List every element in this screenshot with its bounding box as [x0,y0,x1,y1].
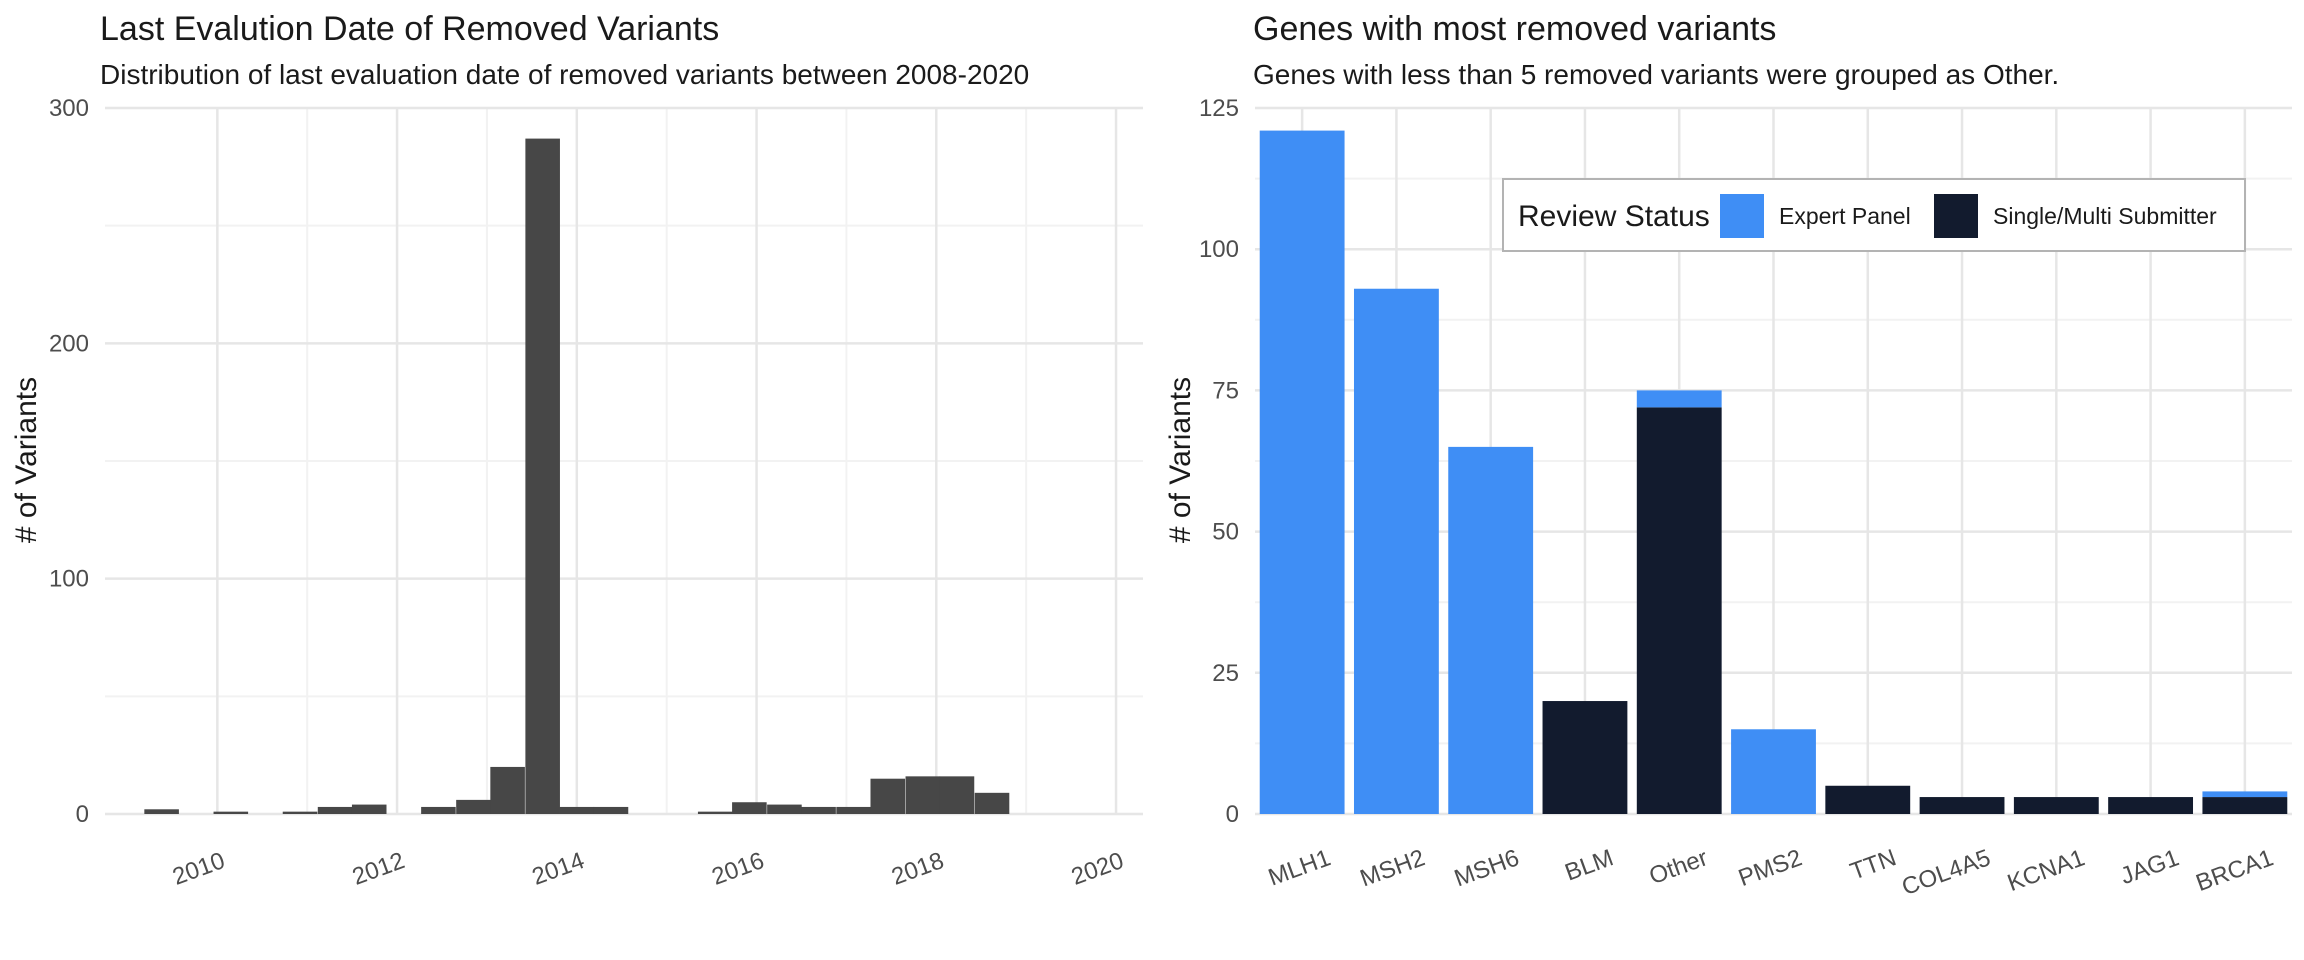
chart2-title: Genes with most removed variants [1253,10,1776,48]
chart2-bars [1259,130,2288,815]
chart2-y-tick-label: 75 [1212,377,1239,404]
bar-ttn-single-multi-submitter [1825,785,1911,814]
legend-label-expert-panel: Expert Panel [1779,203,1911,229]
histogram-bar [593,806,629,814]
bar-col4a5-single-multi-submitter [1919,797,2005,814]
chart2-y-ticks: 0 25 50 75 100 125 [1199,95,1239,828]
bar-kcna1-single-multi-submitter [2013,797,2099,814]
chart2-y-axis-label: # of Variants [1164,377,1197,543]
bar-brca1-expert-panel [2202,791,2288,798]
histogram-bar [905,776,941,814]
chart1-y-tick-label: 100 [49,566,89,593]
chart1-x-tick-label: 2010 [169,847,228,891]
chart2-x-tick-label: COL4A5 [1898,844,1994,901]
chart1-bars [144,138,1010,815]
chart1-y-tick-label: 0 [76,801,89,828]
chart1-x-tick-label: 2016 [708,847,767,891]
histogram-bar [525,138,560,815]
chart2-x-tick-label: KCNA1 [2004,844,2088,897]
chart1-x-ticks: 2010 2012 2014 2016 2018 2020 [169,847,1127,891]
histogram-bar [767,804,802,814]
legend: Review Status Expert Panel Single/Multi … [1502,178,2246,252]
chart2-x-tick-label: BRCA1 [2192,844,2276,897]
chart2-y-tick-label: 100 [1199,236,1239,263]
gene-bar-chart: Genes with most removed variants Genes w… [1164,10,2292,901]
histogram-bar [456,799,491,814]
chart2-x-tick-label: PMS2 [1735,844,1806,892]
bar-other-single-multi-submitter [1636,407,1722,814]
legend-box [1502,178,2246,252]
bar-pms2-expert-panel [1731,729,1816,814]
chart2-x-tick-label: MSH2 [1357,844,1429,892]
chart1-x-tick-label: 2018 [888,847,947,891]
histogram-bar [697,811,733,814]
chart2-x-tick-label: JAG1 [2117,844,2183,890]
chart2-x-tick-label: Other [1646,844,1712,890]
histogram-bar [144,809,179,814]
histogram-bar [836,806,871,814]
bar-msh2-expert-panel [1353,288,1439,815]
histogram-chart: Last Evalution Date of Removed Variants … [10,10,1143,891]
histogram-bar [351,804,387,814]
chart2-x-tick-label: TTN [1847,844,1900,885]
chart2-y-tick-label: 25 [1212,660,1239,687]
chart2-x-tick-label: BLM [1561,844,1617,886]
histogram-bar [974,792,1010,814]
chart2-x-tick-label: MLH1 [1265,844,1334,891]
histogram-bar [317,806,353,814]
legend-swatch-expert-panel [1720,194,1764,238]
histogram-bar [732,802,767,814]
chart2-x-tick-label: MSH6 [1451,844,1523,892]
histogram-bar [801,806,836,814]
histogram-bar [213,811,249,814]
chart2-y-tick-label: 125 [1199,95,1239,122]
chart2-y-tick-label: 0 [1226,801,1239,828]
histogram-bar [559,806,595,814]
histogram-bar [421,806,456,814]
chart1-grid [105,106,1143,816]
bar-blm-single-multi-submitter [1542,701,1628,814]
chart1-y-tick-label: 200 [49,330,89,357]
chart1-subtitle: Distribution of last evaluation date of … [100,59,1029,90]
bar-jag1-single-multi-submitter [2108,797,2194,814]
chart1-y-ticks: 0 100 200 300 [49,95,89,828]
bar-mlh1-expert-panel [1259,130,1345,815]
chart2-y-tick-label: 50 [1212,519,1239,546]
legend-title: Review Status [1518,200,1710,233]
histogram-bar [870,778,906,814]
histogram-bar [490,766,525,814]
chart1-y-tick-label: 300 [49,95,89,122]
bar-msh6-expert-panel [1448,446,1534,814]
histogram-bar [282,811,318,814]
chart1-x-tick-label: 2012 [349,847,408,891]
bar-brca1-single-multi-submitter [2202,797,2288,814]
legend-label-single-multi-submitter: Single/Multi Submitter [1993,203,2217,229]
histogram-bar [939,776,975,814]
legend-swatch-single-multi-submitter [1934,194,1978,238]
chart1-y-axis-label: # of Variants [10,377,43,543]
chart1-x-tick-label: 2020 [1068,847,1127,891]
chart1-x-tick-label: 2014 [529,847,588,891]
bar-other-expert-panel [1636,390,1722,408]
chart1-title: Last Evalution Date of Removed Variants [100,10,719,48]
chart2-subtitle: Genes with less than 5 removed variants … [1253,59,2059,90]
